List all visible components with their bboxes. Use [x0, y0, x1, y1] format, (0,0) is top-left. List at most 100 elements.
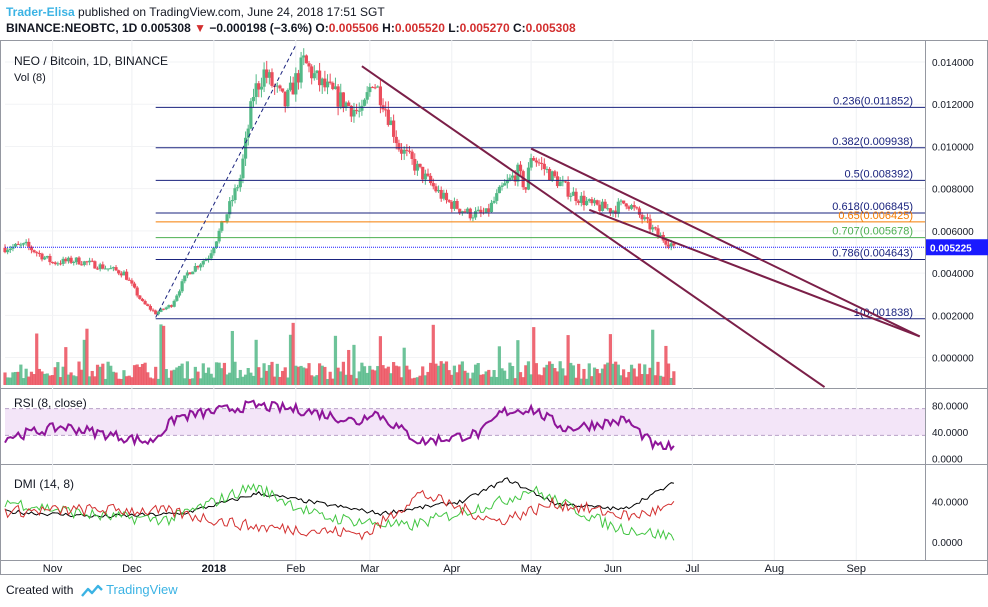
- volume-bar: [21, 378, 26, 385]
- volume-bar: [236, 378, 240, 385]
- volume-bar: [357, 371, 361, 385]
- volume-bar: [214, 362, 219, 385]
- candle-body: [169, 305, 174, 307]
- candle-body: [69, 257, 73, 263]
- candle-body: [606, 208, 610, 210]
- volume-bar: [460, 361, 464, 385]
- candle-body: [185, 272, 190, 276]
- volume-bar: [447, 370, 451, 385]
- price-change: −0.000198 (−3.6%): [209, 21, 313, 35]
- candle-body: [21, 243, 26, 245]
- volume-bar: [135, 364, 139, 385]
- volume-bar: [146, 372, 150, 385]
- price-axis-label: 0.000000: [932, 354, 974, 365]
- candle-body: [32, 250, 36, 253]
- candle-body: [500, 185, 504, 187]
- candle-body: [347, 102, 351, 106]
- volume-bar: [143, 362, 147, 385]
- volume-bar: [188, 378, 192, 385]
- trendline[interactable]: [588, 208, 921, 338]
- candle-body: [624, 203, 628, 207]
- volume-bar: [653, 375, 657, 385]
- volume-bar: [98, 366, 102, 385]
- volume-bar: [69, 372, 73, 385]
- candle-body: [508, 177, 512, 181]
- volume-bar: [540, 375, 544, 385]
- volume-bar: [643, 364, 647, 385]
- volume-bar: [629, 364, 634, 385]
- candle-body: [159, 308, 163, 312]
- volume-bar: [529, 374, 533, 385]
- candle-body: [117, 270, 121, 274]
- candle-body: [592, 200, 597, 204]
- candle-body: [114, 267, 118, 271]
- volume-bar: [344, 374, 348, 385]
- candle-body: [101, 264, 105, 269]
- publish-line: Trader-Elisa published on TradingView.co…: [6, 4, 986, 20]
- volume-bar: [645, 374, 650, 385]
- volume-bar: [455, 372, 459, 385]
- volume-bar: [368, 365, 372, 385]
- volume-bar: [159, 324, 163, 385]
- candle-body: [394, 136, 398, 144]
- candle-body: [349, 105, 353, 117]
- volume-bar: [640, 374, 644, 385]
- candle-body: [376, 86, 380, 88]
- candle-body: [148, 305, 153, 310]
- volume-bar: [220, 368, 224, 385]
- volume-bar: [19, 364, 23, 385]
- volume-bar: [331, 378, 335, 385]
- volume-bar: [624, 377, 628, 385]
- candle-body: [444, 192, 449, 201]
- candle-body: [595, 200, 599, 205]
- candle-body: [357, 110, 361, 112]
- volume-bar: [526, 361, 531, 385]
- volume-bar: [93, 376, 97, 385]
- candle-body: [590, 199, 594, 204]
- dmi-plus-line: [4, 483, 675, 541]
- volume-bar: [48, 375, 52, 385]
- candle-body: [180, 281, 184, 292]
- candle-body: [516, 164, 520, 182]
- candle-body: [325, 81, 330, 88]
- volume-bar: [304, 368, 308, 385]
- volume-bar: [154, 366, 158, 385]
- candle-body: [85, 261, 89, 263]
- time-axis-label: Dec: [122, 563, 142, 575]
- price-axis-label: 0.002000: [932, 311, 974, 322]
- candle-body: [323, 78, 327, 88]
- volume-bar: [254, 339, 258, 385]
- author-link[interactable]: Trader-Elisa: [6, 5, 75, 19]
- dmi-axis-label: 40.0000: [932, 497, 969, 508]
- candle-body: [275, 85, 279, 87]
- volume-bar: [661, 376, 665, 385]
- candle-body: [434, 186, 438, 192]
- volume-bar: [257, 367, 261, 385]
- volume-bar: [579, 378, 583, 385]
- candle-body: [553, 171, 557, 177]
- volume-bar: [384, 368, 388, 385]
- candle-body: [130, 280, 134, 284]
- trendline[interactable]: [530, 147, 921, 338]
- rsi-line: [4, 399, 675, 452]
- chart-area[interactable]: Nov Dec 2018 Feb Mar Apr May Jun Jul Aug Sep 0.0140…: [0, 40, 988, 576]
- volume-bar: [294, 365, 298, 385]
- candle-body: [204, 259, 208, 262]
- candle-body: [296, 73, 301, 83]
- fib-level-label: 0.65(0.006425): [838, 210, 913, 222]
- candle-body: [555, 176, 560, 187]
- candle-body: [484, 208, 488, 214]
- candle-body: [476, 209, 480, 212]
- time-axis-label: 2018: [202, 563, 226, 575]
- candle-body: [246, 128, 250, 138]
- volume-bar: [542, 367, 546, 385]
- trendline[interactable]: [361, 65, 826, 388]
- tradingview-brand[interactable]: TradingView: [106, 582, 178, 597]
- volume-bar: [484, 371, 488, 385]
- current-price-label: 0.005225: [930, 243, 972, 254]
- candle-body: [122, 271, 126, 276]
- volume-bar: [122, 370, 126, 385]
- volume-bar: [444, 361, 449, 385]
- candle-body: [635, 207, 639, 209]
- candle-body: [333, 86, 338, 90]
